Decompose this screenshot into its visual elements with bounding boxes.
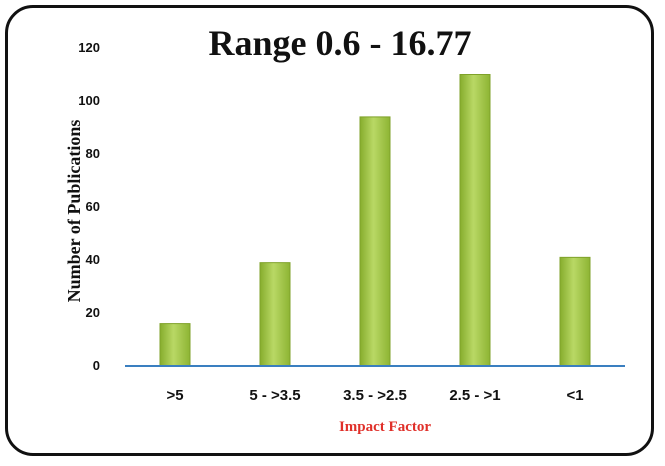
x-tick-label: >5 [166, 387, 183, 404]
x-tick-label: <1 [566, 387, 583, 404]
bar [459, 74, 491, 367]
x-tick-label: 3.5 - >2.5 [343, 387, 407, 404]
y-axis-ticks: 0 20 40 60 80 100 120 [78, 40, 100, 373]
bar [159, 323, 191, 367]
bar [259, 262, 291, 367]
bar [559, 256, 591, 367]
y-tick-label: 40 [86, 252, 100, 267]
y-axis-label: Number of Publications [64, 120, 84, 303]
x-axis-categories: >5 5 - >3.5 3.5 - >2.5 2.5 - >1 <1 [166, 387, 583, 404]
chart-frame [5, 5, 654, 456]
y-tick-label: 0 [93, 358, 100, 373]
x-axis-label: Impact Factor [339, 419, 431, 435]
bar [359, 116, 391, 367]
chart-title: Range 0.6 - 16.77 [209, 23, 472, 63]
bars-group [159, 74, 591, 367]
x-tick-label: 2.5 - >1 [449, 387, 500, 404]
y-tick-label: 60 [86, 199, 100, 214]
y-tick-label: 20 [86, 305, 100, 320]
x-tick-label: 5 - >3.5 [249, 387, 300, 404]
y-tick-label: 80 [86, 146, 100, 161]
y-tick-label: 120 [78, 40, 100, 55]
y-tick-label: 100 [78, 93, 100, 108]
